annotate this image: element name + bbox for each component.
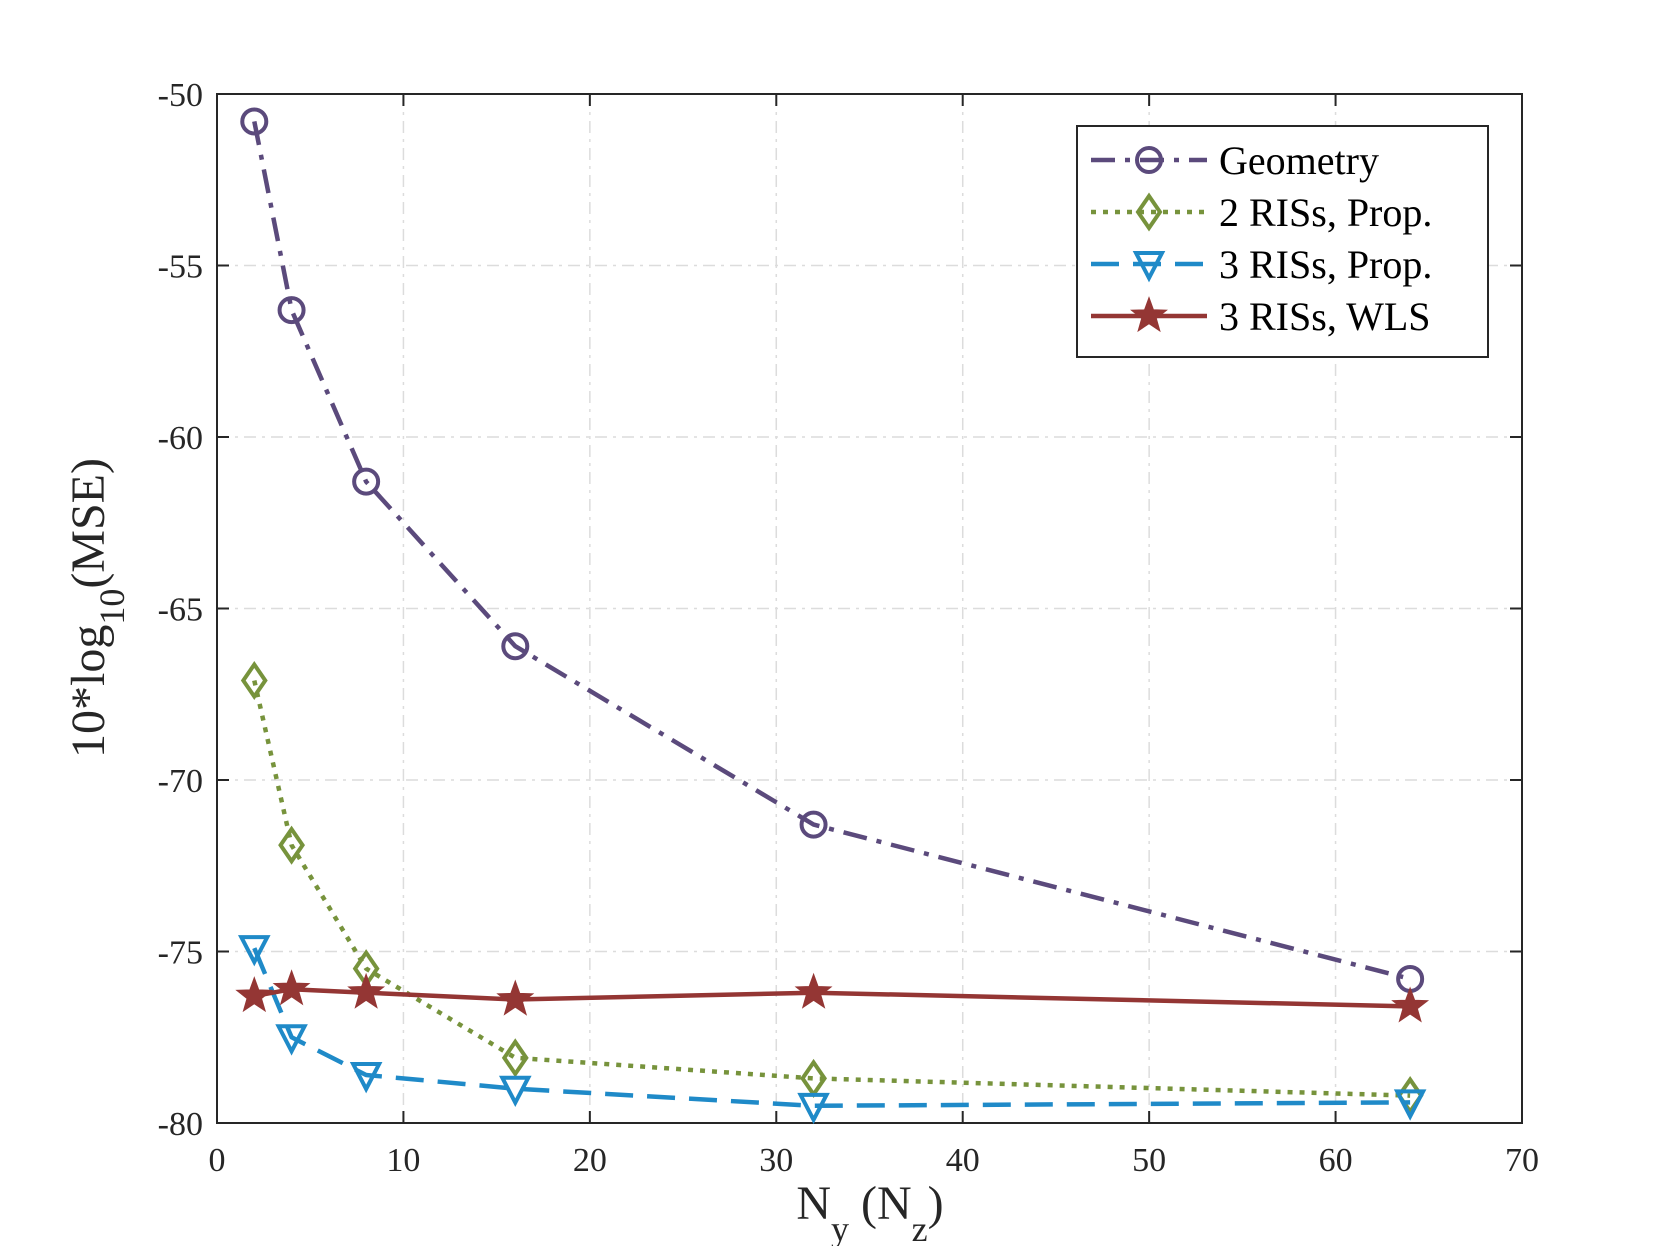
x-tick-label: 20	[573, 1142, 607, 1179]
data-point-geometry	[799, 810, 828, 839]
x-axis-title: Ny (Nz)	[796, 1177, 943, 1246]
legend-item-3-riss-wls: 3 RISs, WLS	[1091, 294, 1431, 339]
y-tick-label: -50	[158, 77, 203, 114]
y-tick-label: -55	[158, 249, 203, 286]
legend-marker	[1135, 192, 1163, 232]
legend-item-geometry: Geometry	[1091, 138, 1379, 183]
data-point-geometry	[352, 467, 381, 496]
legend-item-2-riss-prop: 2 RISs, Prop.	[1091, 190, 1432, 235]
legend-label: 2 RISs, Prop.	[1219, 190, 1432, 235]
data-point-2-riss-prop	[278, 825, 305, 865]
legend-box	[1076, 125, 1489, 358]
data-point-3-riss-prop	[797, 1092, 830, 1125]
series-geometry	[240, 107, 1425, 993]
data-point-3-riss-wls	[794, 972, 833, 1009]
data-point-3-riss-prop	[275, 1024, 308, 1056]
data-point-3-riss-wls	[235, 976, 274, 1013]
legend: Geometry 2 RISs, Prop. 3 RISs, Prop. 3 RISs…	[1076, 125, 1489, 358]
series-layer	[235, 107, 1430, 1125]
data-point-3-riss-wls	[272, 969, 311, 1006]
y-axis-title: 10*log10(MSE)	[62, 458, 132, 758]
x-tick-label: 50	[1132, 1142, 1166, 1179]
x-tick-label: 10	[386, 1142, 420, 1179]
axis-ticks: 0 10 20 30 40 50 60 70 -80 -75 -70 -65 -60 -55 -50	[158, 77, 1539, 1179]
data-point-3-riss-wls	[347, 972, 386, 1009]
data-point-2-riss-prop	[240, 660, 268, 701]
legend-label: 3 RISs, Prop.	[1219, 242, 1432, 287]
data-point-3-riss-wls	[1391, 986, 1430, 1023]
legend-item-3-riss-prop: 3 RISs, Prop.	[1091, 242, 1432, 287]
legend-marker	[1135, 146, 1163, 174]
y-tick-label: -75	[158, 935, 203, 972]
series-3-riss-wls	[235, 969, 1430, 1023]
y-tick-label: -70	[158, 763, 203, 800]
data-point-3-riss-prop	[237, 935, 271, 967]
series-line-3-riss-prop	[252, 947, 1411, 1109]
legend-label: 3 RISs, WLS	[1219, 294, 1431, 339]
series-line-2-riss-prop	[252, 680, 1411, 1098]
data-point-3-riss-wls	[496, 979, 535, 1016]
y-tick-label: -60	[158, 420, 203, 457]
series-line-geometry	[252, 120, 1411, 982]
y-tick-label: -65	[158, 592, 203, 629]
legend-label: Geometry	[1219, 138, 1379, 183]
x-tick-label: 60	[1319, 1142, 1353, 1179]
x-tick-label: 30	[759, 1142, 793, 1179]
x-tick-label: 40	[946, 1142, 980, 1179]
legend-marker	[1132, 251, 1166, 283]
legend-marker	[1130, 296, 1168, 333]
y-tick-label: -80	[158, 1106, 203, 1143]
data-point-geometry	[501, 632, 530, 661]
data-point-geometry	[240, 107, 269, 136]
series-3-riss-prop	[237, 935, 1427, 1125]
data-point-3-riss-prop	[1393, 1089, 1427, 1121]
data-point-3-riss-prop	[498, 1075, 532, 1108]
data-point-geometry	[277, 296, 306, 325]
data-point-3-riss-prop	[349, 1061, 383, 1094]
x-tick-label: 70	[1505, 1142, 1539, 1179]
data-point-2-riss-prop	[501, 1038, 529, 1078]
x-tick-label: 0	[209, 1142, 226, 1179]
